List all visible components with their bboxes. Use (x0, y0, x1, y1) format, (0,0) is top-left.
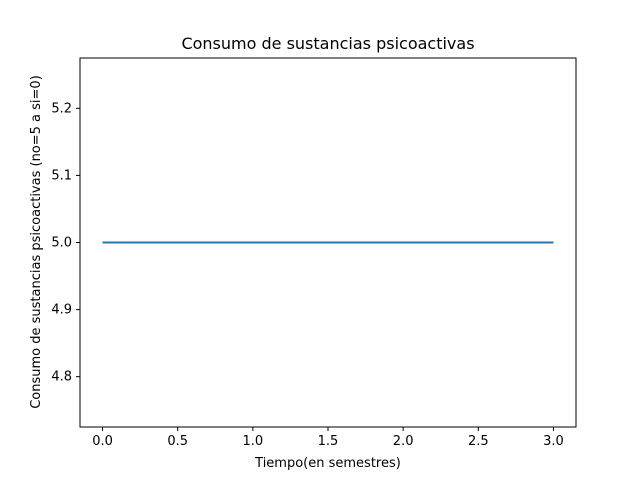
y-tick-label: 4.9 (51, 303, 72, 318)
y-tick-label: 5.1 (51, 168, 72, 183)
y-tick-label: 5.0 (51, 236, 72, 251)
chart-title: Consumo de sustancias psicoactivas (181, 34, 474, 53)
y-axis-label: Consumo de sustancias psicoactivas (no=5… (29, 75, 44, 409)
x-tick-label: 1.5 (318, 434, 339, 449)
x-tick-label: 2.0 (393, 434, 414, 449)
x-tick-label: 3.0 (543, 434, 564, 449)
y-axis: 4.8 4.9 5.0 5.1 5.2 (51, 101, 80, 385)
y-tick-label: 5.2 (51, 101, 72, 116)
x-axis-label: Tiempo(en semestres) (254, 456, 401, 471)
x-tick-label: 1.0 (243, 434, 264, 449)
x-axis: 0.0 0.5 1.0 1.5 2.0 2.5 3.0 (92, 427, 564, 449)
y-tick-label: 4.8 (51, 370, 72, 385)
x-tick-label: 2.5 (468, 434, 489, 449)
x-tick-label: 0.5 (167, 434, 188, 449)
x-tick-label: 0.0 (92, 434, 113, 449)
